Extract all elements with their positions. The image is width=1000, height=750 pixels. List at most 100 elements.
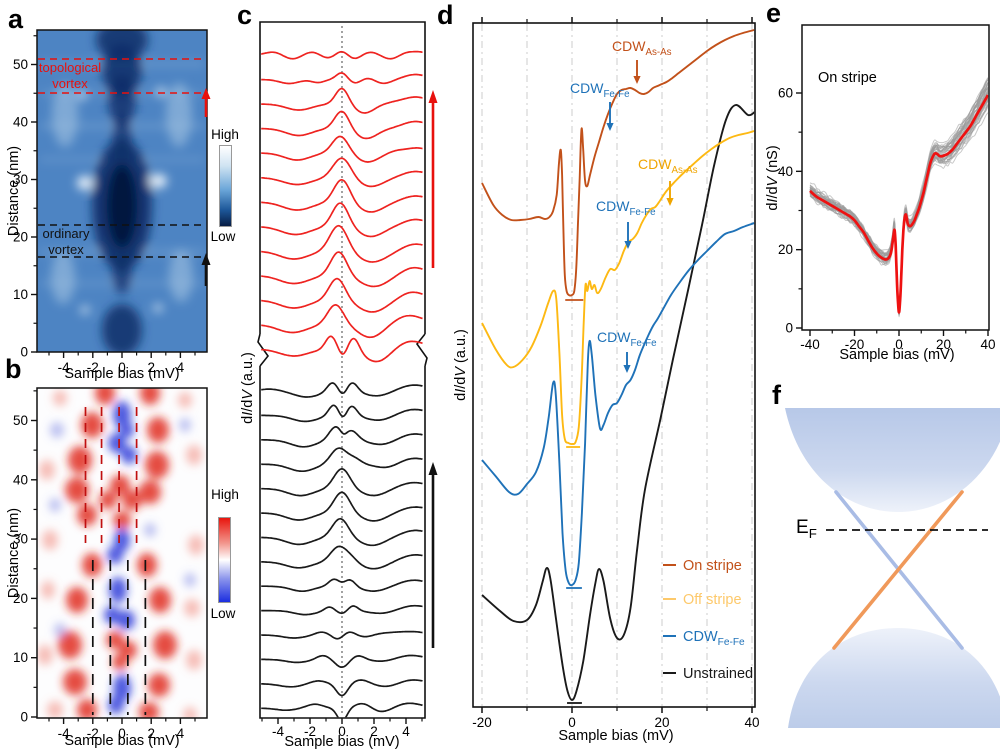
panel-e-gray-curves bbox=[809, 77, 989, 318]
valence-band-pocket bbox=[788, 628, 1000, 728]
x-tick-label: 0 bbox=[118, 360, 126, 375]
spectrum-curve-on-stripe bbox=[481, 29, 755, 297]
heatmap-b-blobs bbox=[37, 388, 204, 718]
legend-label: On stripe bbox=[683, 558, 742, 574]
panel-c-ylabel: dI/dV (a.u.) bbox=[240, 352, 256, 424]
gray-spectrum-curve bbox=[809, 79, 989, 312]
cdw-annotation: CDWFe-Fe bbox=[570, 80, 630, 100]
colorbar-a bbox=[219, 145, 232, 227]
cdw-annotation: CDWFe-Fe bbox=[597, 329, 657, 349]
panel-e-title: On stripe bbox=[818, 70, 877, 86]
conduction-band-pocket bbox=[785, 408, 1000, 512]
legend-item: Off stripe bbox=[663, 592, 742, 608]
panel-d-curves bbox=[481, 29, 755, 701]
legend-item: Unstrained bbox=[663, 666, 753, 682]
spectrum-curve bbox=[261, 679, 423, 697]
arrow-head bbox=[623, 365, 631, 373]
panel-b-xlabel: Sample bias (mV) bbox=[64, 733, 180, 749]
y-tick-label: 20 bbox=[13, 230, 28, 245]
y-tick-label: 20 bbox=[778, 242, 793, 257]
y-tick-label: 10 bbox=[13, 650, 28, 665]
y-tick-label: 0 bbox=[20, 710, 28, 725]
y-tick-label: 0 bbox=[20, 345, 28, 360]
spectrum-curve bbox=[261, 157, 423, 188]
panel-d-label: d bbox=[437, 0, 454, 30]
heatmap-b-dashes bbox=[84, 407, 147, 715]
legend-label: CDWFe-Fe bbox=[683, 629, 745, 648]
x-tick-label: 4 bbox=[177, 360, 185, 375]
dirac-branch-orange bbox=[832, 490, 964, 650]
arrow-head bbox=[624, 241, 632, 249]
x-tick-label: 2 bbox=[370, 724, 378, 739]
legend-item: CDWFe-Fe bbox=[663, 629, 745, 648]
spectrum-curve bbox=[261, 251, 423, 288]
arrow-head bbox=[633, 76, 641, 84]
x-tick-label: 0 bbox=[568, 715, 576, 730]
x-tick-label: -4 bbox=[58, 726, 70, 741]
panel-d-xlabel: Sample bias (mV) bbox=[558, 728, 674, 744]
spectrum-curve bbox=[261, 447, 423, 473]
y-tick-label: 40 bbox=[778, 164, 793, 179]
x-tick-label: 20 bbox=[654, 715, 669, 730]
gray-spectrum-curve bbox=[809, 82, 989, 312]
spectrum-curve bbox=[261, 604, 423, 616]
arrow-head bbox=[606, 123, 614, 131]
cdw-annotation: CDWAs-As bbox=[612, 38, 672, 58]
average-spectrum-curve bbox=[809, 94, 989, 314]
spectrum-curve bbox=[261, 304, 423, 339]
arrow-head bbox=[666, 198, 674, 206]
panel-d-gridlines bbox=[481, 24, 753, 706]
y-tick-label: 60 bbox=[778, 85, 793, 100]
spectrum-curve-cdw-fe-fe bbox=[481, 222, 755, 587]
x-tick-label: 40 bbox=[980, 337, 995, 352]
panel-e-xlabel: Sample bias (mV) bbox=[839, 347, 955, 363]
cdw-annotation: CDWFe-Fe bbox=[596, 198, 656, 218]
spectrum-curve bbox=[261, 578, 423, 593]
panel-b-label: b bbox=[5, 354, 22, 384]
spectrum-curve bbox=[261, 135, 423, 163]
vortex-annotation-text: ordinary bbox=[43, 226, 90, 241]
spectrum-curve bbox=[261, 630, 423, 640]
y-tick-label: 0 bbox=[785, 321, 793, 336]
panel-e-spectra: -40 -20 0 20 40 0 20 40 60 bbox=[778, 24, 996, 352]
ordinary-vortex-arrow bbox=[201, 253, 211, 286]
fermi-level-label: EF bbox=[796, 517, 817, 541]
gray-spectrum-curve bbox=[809, 82, 989, 311]
panel-d-frame bbox=[472, 22, 756, 708]
legend-label: Off stripe bbox=[683, 592, 742, 608]
gray-spectrum-curve bbox=[809, 87, 989, 312]
panel-c-label: c bbox=[237, 0, 253, 30]
gray-spectrum-curve bbox=[809, 81, 989, 314]
panel-e-average-curve bbox=[809, 94, 989, 314]
spectrum-curve-unstrained bbox=[481, 104, 755, 701]
panel-d-spectra: -20 0 20 40 bbox=[472, 17, 760, 730]
legend-item: On stripe bbox=[663, 558, 742, 574]
colorbar-a-high-label: High bbox=[211, 127, 239, 142]
vortex-annotation-text: topological bbox=[39, 60, 101, 75]
x-tick-label: 4 bbox=[177, 726, 185, 741]
colorbar-a-low-label: Low bbox=[210, 229, 236, 244]
x-tick-label: 0 bbox=[338, 724, 346, 739]
colorbar-b bbox=[218, 517, 231, 603]
spectrum-curve bbox=[261, 178, 423, 213]
spectrum-curve bbox=[261, 72, 423, 85]
spectrum-curve bbox=[261, 50, 423, 60]
panel-c-axes: -4 -2 0 2 4 bbox=[261, 718, 423, 739]
legend-color-dash bbox=[663, 671, 676, 675]
gray-spectrum-curve bbox=[809, 88, 989, 313]
y-tick-label: 30 bbox=[13, 532, 28, 547]
panel-f-label: f bbox=[772, 380, 781, 410]
spectrum-curve bbox=[261, 468, 423, 497]
spectrum-curve bbox=[261, 491, 423, 522]
x-tick-label: -20 bbox=[845, 337, 865, 352]
x-tick-label: -20 bbox=[472, 715, 492, 730]
spectrum-curve bbox=[261, 517, 423, 547]
spectrum-curve bbox=[260, 335, 423, 363]
y-tick-label: 20 bbox=[13, 591, 28, 606]
gray-spectrum-curve bbox=[809, 79, 989, 314]
gray-spectrum-curve bbox=[809, 81, 989, 309]
